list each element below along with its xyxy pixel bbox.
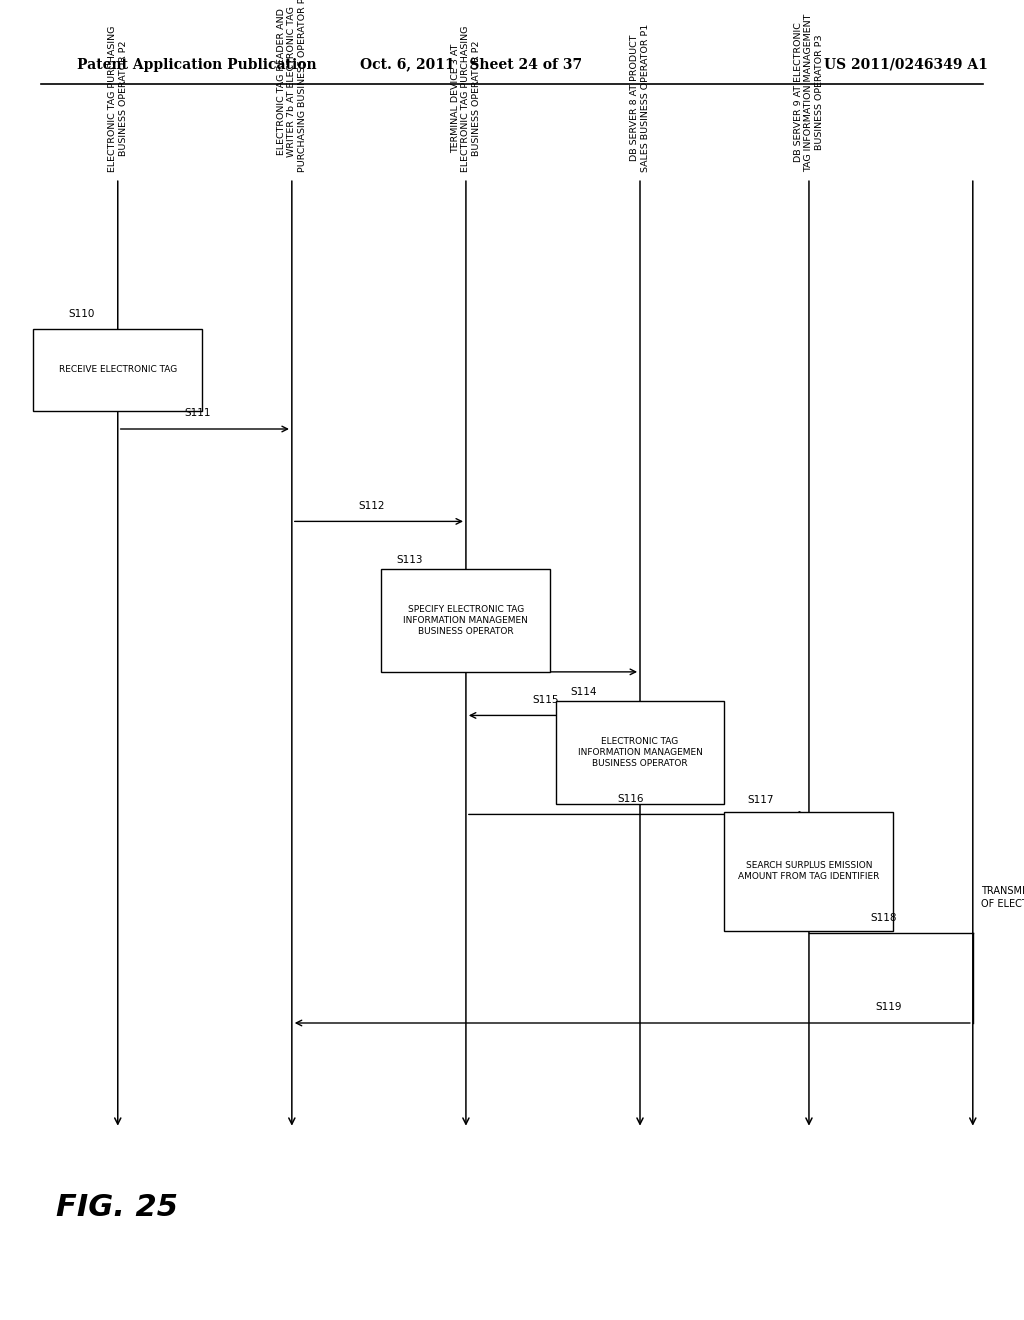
Text: S118: S118 (870, 912, 897, 923)
Text: S115: S115 (532, 694, 559, 705)
Text: S113: S113 (396, 554, 423, 565)
Bar (33, 329, 203, 411)
Bar (725, 812, 893, 931)
Text: RECEIVE ELECTRONIC TAG: RECEIVE ELECTRONIC TAG (58, 366, 177, 374)
Text: S110: S110 (69, 309, 95, 319)
Text: S116: S116 (616, 793, 643, 804)
Text: S111: S111 (184, 408, 211, 418)
Text: TRANSMIT IDENTIFIER
OF ELECTRONIC TAG: TRANSMIT IDENTIFIER OF ELECTRONIC TAG (981, 887, 1024, 908)
Bar (381, 569, 551, 672)
Text: S114: S114 (570, 686, 597, 697)
Text: TERMINAL DEVICE 3 AT
ELECTRONIC TAG PURCHASING
BUSINESS OPERATOR P2: TERMINAL DEVICE 3 AT ELECTRONIC TAG PURC… (451, 25, 481, 172)
Text: Oct. 6, 2011   Sheet 24 of 37: Oct. 6, 2011 Sheet 24 of 37 (360, 58, 582, 71)
Text: ELECTRONIC TAG READER AND
WRITER 7b AT ELECTRONIC TAG
PURCHASING BUSINESS OPERAT: ELECTRONIC TAG READER AND WRITER 7b AT E… (276, 0, 307, 172)
Text: S119: S119 (876, 1002, 902, 1012)
Text: FIG. 25: FIG. 25 (56, 1193, 178, 1222)
Bar (555, 701, 725, 804)
Text: Patent Application Publication: Patent Application Publication (77, 58, 316, 71)
Text: ELECTRONIC TAG
INFORMATION MANAGEMEN
BUSINESS OPERATOR: ELECTRONIC TAG INFORMATION MANAGEMEN BUS… (578, 737, 702, 768)
Text: S112: S112 (358, 500, 385, 511)
Text: S117: S117 (748, 795, 774, 805)
Text: SEARCH SURPLUS EMISSION
AMOUNT FROM TAG IDENTIFIER: SEARCH SURPLUS EMISSION AMOUNT FROM TAG … (738, 861, 880, 882)
Text: US 2011/0246349 A1: US 2011/0246349 A1 (824, 58, 988, 71)
Text: ELECTRONIC TAG PURCHASING
BUSINESS OPERATOR P2: ELECTRONIC TAG PURCHASING BUSINESS OPERA… (108, 25, 128, 172)
Text: DB SERVER 9 AT ELECTRONIC
TAG INFORMATION MANAGEMENT
BUSINESS OPERATOR P3: DB SERVER 9 AT ELECTRONIC TAG INFORMATIO… (794, 13, 824, 172)
Text: DB SERVER 8 AT PRODUCT
SALES BUSINESS OPERATOR P1: DB SERVER 8 AT PRODUCT SALES BUSINESS OP… (630, 24, 650, 172)
Text: SPECIFY ELECTRONIC TAG
INFORMATION MANAGEMEN
BUSINESS OPERATOR: SPECIFY ELECTRONIC TAG INFORMATION MANAG… (403, 605, 528, 636)
